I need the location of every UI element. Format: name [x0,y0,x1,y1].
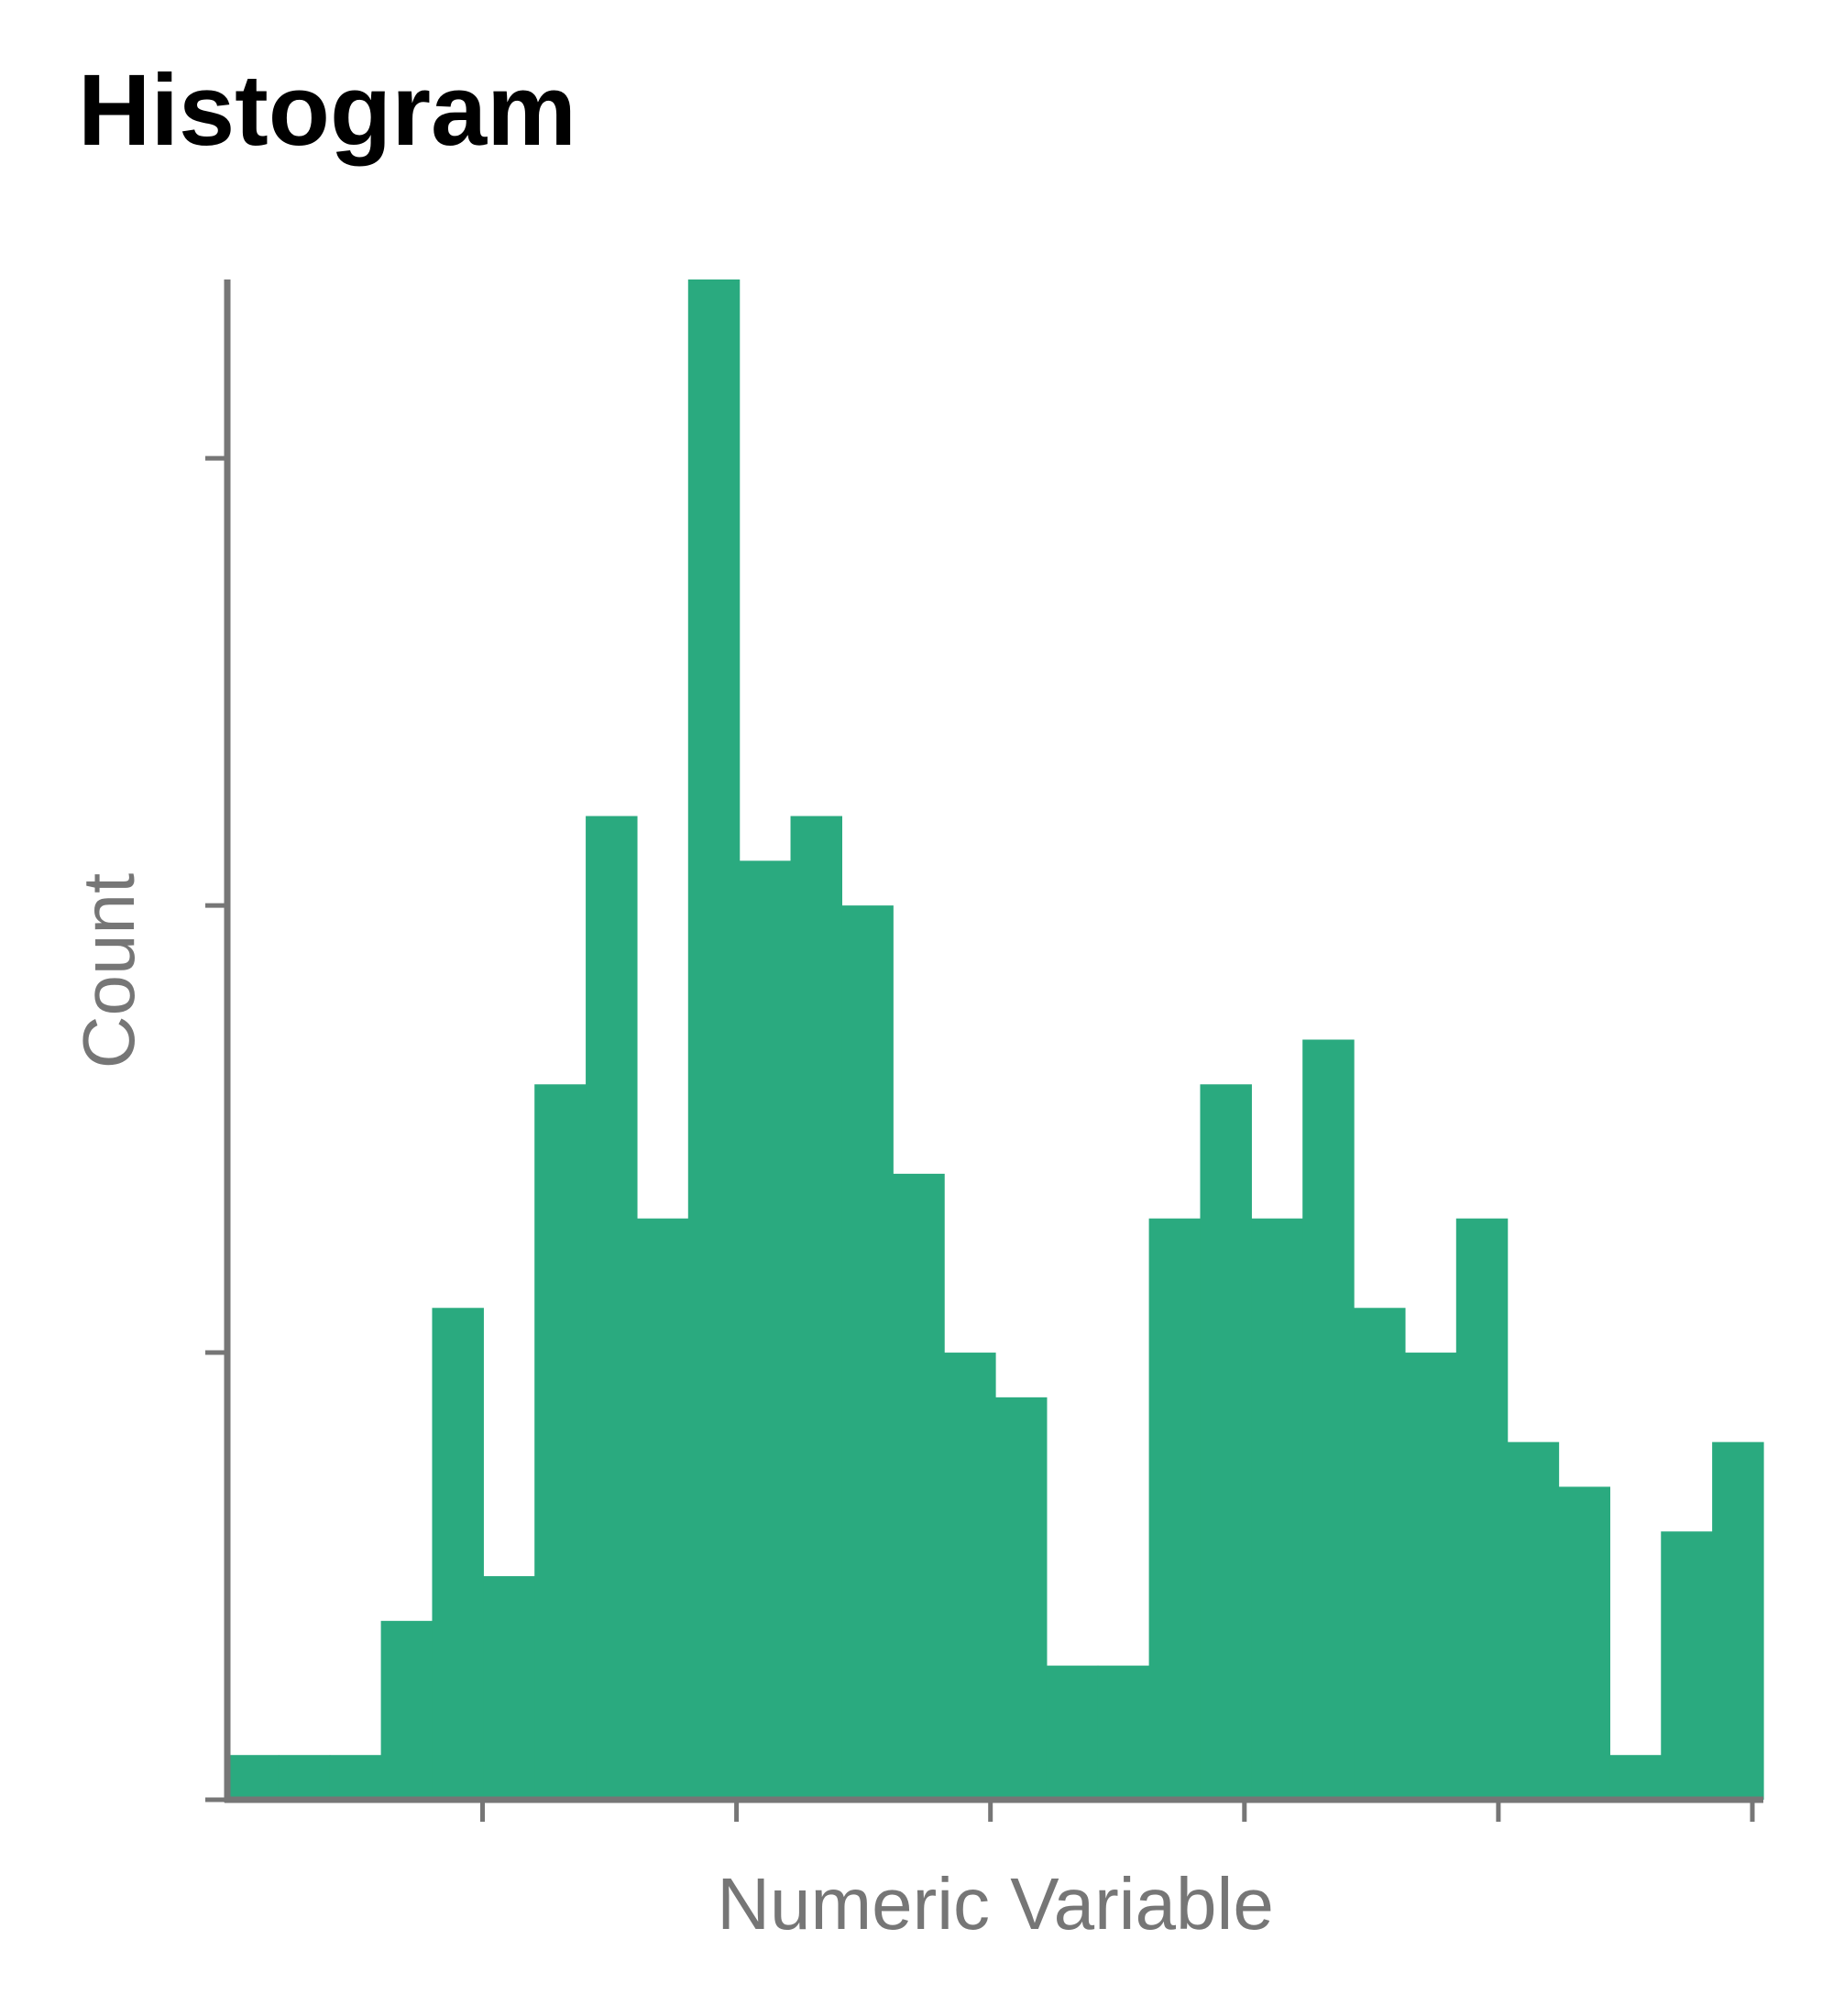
histogram-bar [278,1755,331,1800]
chart-title: Histogram [78,54,576,167]
histogram-bar [1609,1755,1662,1800]
y-axis-label: Count [68,873,149,1068]
histogram-bar [893,1173,945,1800]
histogram-bar [1404,1353,1457,1800]
histogram-bar [841,905,894,1800]
histogram-bar [1046,1665,1099,1800]
histogram-bar [534,1084,587,1800]
histogram-bar [483,1576,535,1800]
histogram-bar [432,1308,484,1800]
histogram-bar [944,1353,996,1800]
histogram-bar [227,1755,280,1800]
histogram-bar [380,1620,434,1800]
y-axis-ticks [205,455,227,1802]
histogram-bar [1148,1218,1202,1800]
x-axis-ticks [479,1800,1755,1822]
histogram-bar [995,1397,1048,1800]
histogram-bar [790,816,842,1800]
histogram-bars [227,279,1764,1800]
histogram-bar [636,1218,689,1800]
x-axis-label: Numeric Variable [717,1863,1274,1945]
histogram-bar [1507,1441,1560,1800]
histogram-bar [687,279,741,1800]
histogram-bar [1354,1308,1406,1800]
histogram-bar [739,860,792,1800]
histogram-bar [586,816,638,1800]
histogram-bar [1097,1665,1150,1800]
histogram-bar [1302,1039,1355,1800]
histogram-bar [329,1755,382,1800]
histogram-bar [1200,1084,1252,1800]
histogram-bar [1712,1441,1764,1800]
histogram-bar [1558,1486,1610,1800]
histogram-bar [1455,1218,1509,1800]
histogram-bar [1661,1531,1713,1800]
histogram-bar [1251,1218,1303,1800]
